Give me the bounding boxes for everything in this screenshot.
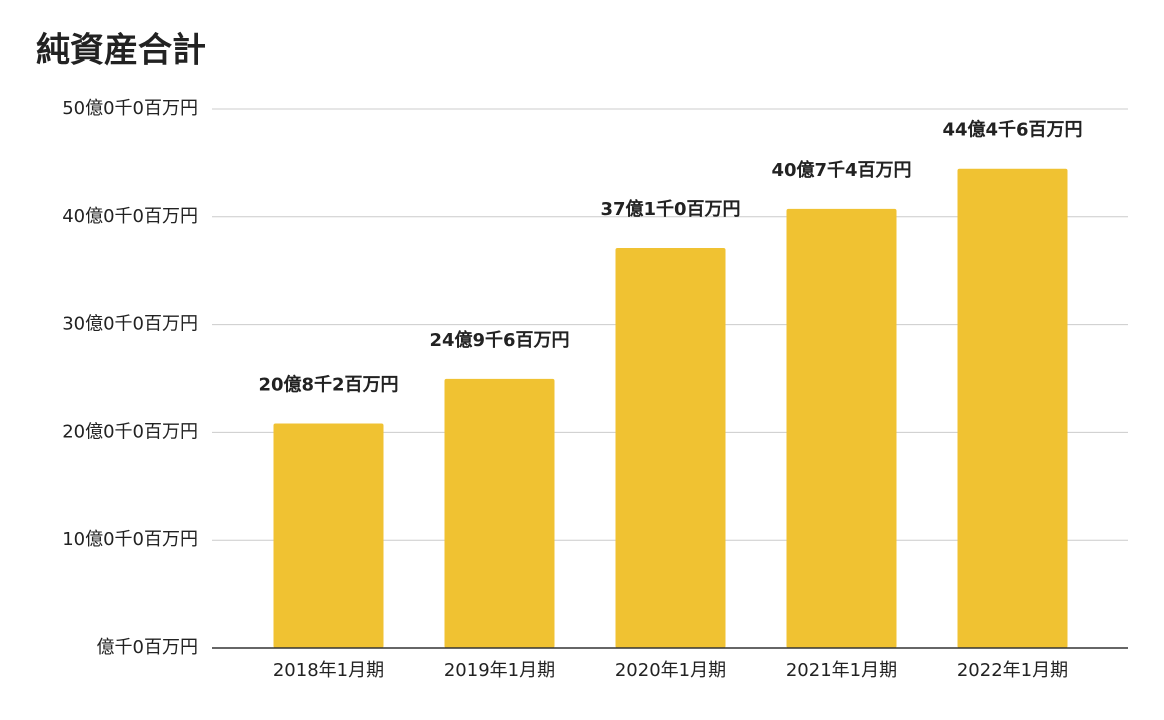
data-label: 20億8千2百万円 — [258, 374, 398, 396]
data-label: 40億7千4百万円 — [771, 159, 911, 181]
y-tick-label: 10億0千0百万円 — [62, 529, 198, 550]
y-tick-label: 30億0千0百万円 — [62, 314, 198, 335]
chart-title: 純資産合計 — [36, 31, 206, 71]
x-tick-label: 2019年1月期 — [444, 660, 555, 681]
data-label: 37億1千0百万円 — [600, 198, 740, 220]
bar — [273, 423, 384, 648]
bar — [957, 168, 1068, 649]
y-tick-label: 50億0千0百万円 — [62, 98, 198, 119]
data-label: 24億9千6百万円 — [429, 329, 569, 351]
x-tick-label: 2018年1月期 — [273, 660, 384, 681]
bar — [444, 378, 555, 648]
y-tick-label: 40億0千0百万円 — [62, 206, 198, 227]
x-tick-label: 2021年1月期 — [786, 660, 897, 681]
y-tick-label: 20億0千0百万円 — [62, 421, 198, 442]
y-tick-label: 億千0百万円 — [97, 637, 198, 658]
data-label: 44億4千6百万円 — [942, 119, 1082, 141]
bar — [786, 208, 897, 648]
x-tick-label: 2022年1月期 — [957, 660, 1068, 681]
x-tick-label: 2020年1月期 — [615, 660, 726, 681]
bar — [615, 248, 726, 648]
